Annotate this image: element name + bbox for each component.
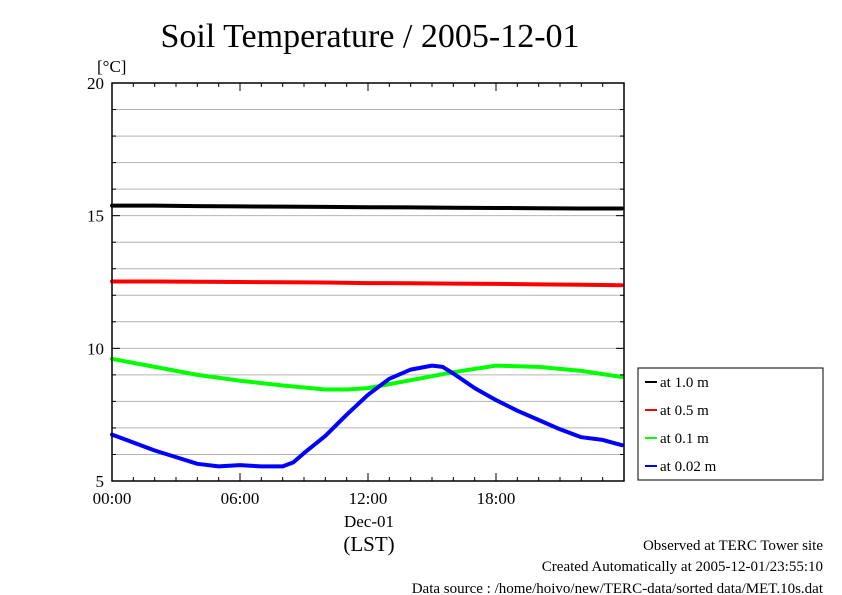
legend-box	[637, 367, 824, 481]
grid-lines	[112, 109, 624, 455]
legend-label: at 0.02 m	[660, 459, 717, 475]
footer-source: Data source : /home/hoivo/new/TERC-data/…	[412, 581, 824, 595]
legend: at 1.0 m at 0.5 m at 0.1 m at 0.02 m	[637, 367, 824, 481]
x-axis: 00:00 06:00 12:00 18:00	[93, 83, 625, 508]
footer-site: Observed at TERC Tower site	[643, 538, 823, 554]
x-tick-label: 12:00	[349, 489, 388, 508]
series-layer	[110, 203, 624, 469]
series-line-1	[110, 279, 624, 288]
legend-label: at 1.0 m	[660, 375, 709, 391]
y-axis-unit-label: [°C]	[97, 57, 126, 76]
legend-label: at 0.1 m	[660, 431, 709, 447]
chart-title: Soil Temperature / 2005-12-01	[160, 18, 579, 55]
series-line-2	[110, 356, 624, 392]
x-tick-label: 18:00	[477, 489, 516, 508]
footer-created: Created Automatically at 2005-12-01/23:5…	[542, 559, 823, 575]
series-line-3	[110, 363, 624, 469]
y-tick-label: 5	[96, 472, 105, 491]
y-tick-label: 15	[87, 207, 104, 226]
y-tick-label: 20	[87, 74, 104, 93]
x-axis-date-label: Dec-01	[344, 512, 394, 531]
y-tick-label: 10	[87, 339, 104, 358]
series-line-0	[110, 203, 624, 211]
x-axis-unit-label: (LST)	[343, 532, 394, 556]
x-tick-label: 00:00	[93, 489, 132, 508]
legend-label: at 0.5 m	[660, 403, 709, 419]
x-tick-label: 06:00	[221, 489, 260, 508]
y-axis: 5 10 15 20	[87, 74, 624, 491]
